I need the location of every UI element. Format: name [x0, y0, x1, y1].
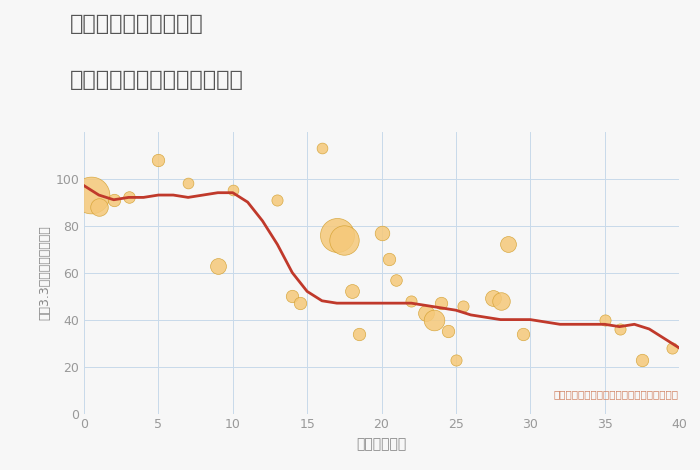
Point — [354, 330, 365, 337]
Point — [487, 295, 498, 302]
Point — [294, 299, 305, 307]
Point — [316, 144, 328, 152]
Point — [421, 309, 432, 316]
Point — [183, 180, 194, 187]
Point — [599, 316, 610, 323]
Point — [287, 292, 298, 300]
Point — [346, 288, 357, 295]
Point — [666, 344, 677, 352]
Text: 築年数別中古マンション価格: 築年数別中古マンション価格 — [70, 70, 244, 91]
Point — [108, 196, 119, 204]
Y-axis label: 坪（3.3㎡）単価（万円）: 坪（3.3㎡）単価（万円） — [38, 225, 51, 320]
Point — [614, 325, 625, 333]
Point — [339, 236, 350, 243]
Point — [503, 241, 514, 248]
Point — [391, 276, 402, 283]
Point — [212, 262, 223, 269]
Point — [443, 328, 454, 335]
Point — [428, 316, 439, 323]
X-axis label: 築年数（年）: 築年数（年） — [356, 437, 407, 451]
Point — [153, 156, 164, 164]
Point — [272, 196, 283, 204]
Point — [435, 299, 447, 307]
Point — [86, 191, 97, 199]
Point — [406, 297, 417, 305]
Point — [495, 297, 506, 305]
Point — [123, 194, 134, 201]
Point — [227, 187, 238, 194]
Text: 円の大きさは、取引のあった物件面積を示す: 円の大きさは、取引のあった物件面積を示す — [554, 390, 679, 400]
Text: 奈良県畝傍御陵前駅の: 奈良県畝傍御陵前駅の — [70, 14, 204, 34]
Point — [93, 203, 104, 211]
Point — [376, 229, 387, 236]
Point — [331, 231, 342, 239]
Point — [384, 255, 395, 262]
Point — [636, 356, 648, 363]
Point — [458, 302, 469, 309]
Point — [450, 356, 461, 363]
Point — [517, 330, 528, 337]
